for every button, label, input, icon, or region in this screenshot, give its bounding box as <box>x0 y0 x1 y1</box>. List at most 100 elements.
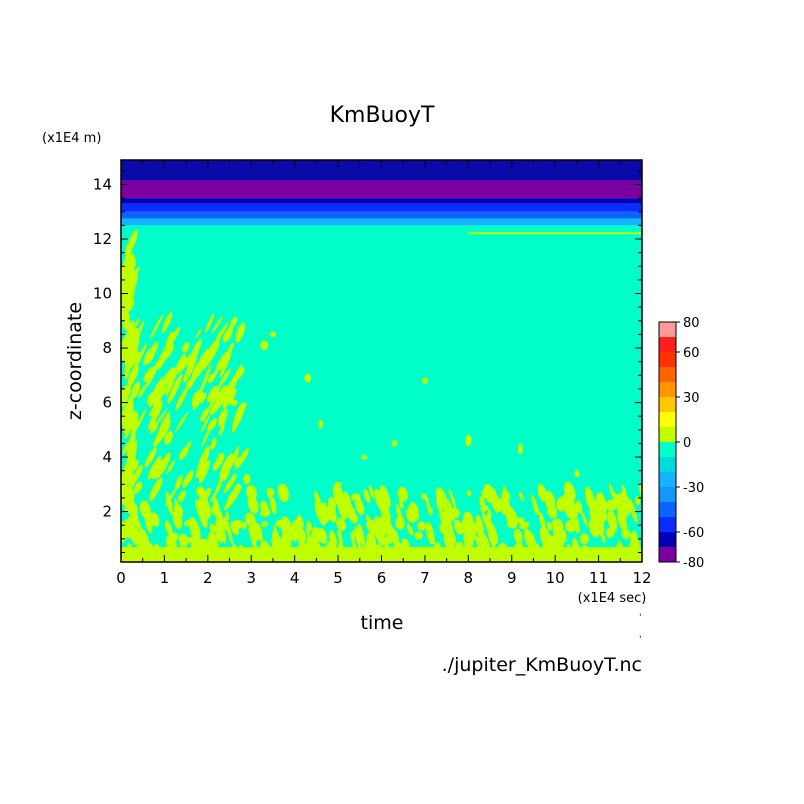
x-tick-label: 11 <box>589 569 608 587</box>
x-tick-label: 12 <box>632 569 651 587</box>
patch-462 <box>175 387 188 411</box>
patch-389 <box>269 496 277 515</box>
tick-mark-glyph-2: ' <box>639 635 641 645</box>
colorbar-swatch-15 <box>659 322 676 337</box>
patch-307 <box>481 488 492 499</box>
colorbar: 80 60 30 0 -30 -60 -80 <box>658 316 704 571</box>
colorbar-swatch-8 <box>659 427 676 442</box>
patch-516 <box>193 368 202 379</box>
patch-608 <box>123 398 134 434</box>
patch-25 <box>621 528 631 540</box>
colorbar-swatch-6 <box>659 457 676 472</box>
patch-556 <box>233 483 241 495</box>
patch-367 <box>354 525 361 548</box>
patch-337 <box>363 488 371 504</box>
patch-594 <box>122 525 129 541</box>
patch-210 <box>581 511 588 527</box>
patch-481 <box>155 462 168 480</box>
patch-301 <box>250 520 258 531</box>
patch-546 <box>226 342 234 356</box>
patch-517 <box>175 354 187 373</box>
patch-453 <box>178 490 186 503</box>
patch-527 <box>165 366 178 397</box>
colorbar-tick-label: 80 <box>683 316 700 331</box>
colorbar-tick-label: 60 <box>683 346 700 361</box>
patch-373 <box>246 484 257 501</box>
x-tick-label: 7 <box>420 569 430 587</box>
y-tick-label: 14 <box>93 176 112 194</box>
contour-band-4 <box>121 211 642 219</box>
patch-322 <box>453 519 463 533</box>
patch-456 <box>226 449 239 472</box>
patch-482 <box>222 388 237 409</box>
patch-458 <box>219 453 233 478</box>
patch-612 <box>230 399 238 406</box>
patch-160 <box>441 514 450 538</box>
source-file-label: ./jupiter_KmBuoyT.nc <box>442 654 642 676</box>
patch-338 <box>437 501 442 509</box>
patch-619 <box>517 443 523 455</box>
colorbar-tick-label: -60 <box>683 526 704 541</box>
patch-400 <box>271 534 282 549</box>
patch-579 <box>121 338 128 362</box>
patch-168 <box>563 529 567 543</box>
patch-302 <box>296 527 307 543</box>
patch-519 <box>201 348 209 362</box>
x-tick-label: 8 <box>464 569 474 587</box>
patch-334 <box>366 519 377 533</box>
patch-591 <box>121 264 130 303</box>
patch-554 <box>151 459 162 480</box>
patch-611 <box>269 331 277 338</box>
patch-496 <box>199 392 207 404</box>
patch-167 <box>327 503 337 523</box>
patch-618 <box>465 434 472 447</box>
patch-506 <box>134 408 147 434</box>
patch-590 <box>128 338 136 368</box>
y-tick-label: 2 <box>102 503 112 521</box>
patch-539 <box>149 313 164 340</box>
patch-147 <box>487 521 499 545</box>
colorbar-tick-label: -30 <box>683 481 704 496</box>
patch-464 <box>230 316 238 328</box>
patch-377 <box>232 519 243 530</box>
patch-522 <box>153 419 172 447</box>
y-tick-label: 6 <box>102 394 112 412</box>
patch-327 <box>173 503 184 518</box>
patch-209 <box>588 518 599 538</box>
colorbar-swatch-9 <box>659 412 676 427</box>
x-tick-label: 4 <box>290 569 300 587</box>
patch-447 <box>144 446 157 468</box>
patch-540 <box>182 470 194 488</box>
colorbar-swatch-5 <box>659 472 676 487</box>
patch-283 <box>210 506 218 516</box>
x-tick-label: 3 <box>246 569 256 587</box>
patch-545 <box>122 441 130 455</box>
patch-555 <box>180 355 191 370</box>
patch-552 <box>147 402 163 430</box>
patch-321 <box>281 531 292 550</box>
x-unit-label: (x1E4 sec) <box>578 591 647 606</box>
patch-548 <box>234 457 242 467</box>
patch-620 <box>574 469 580 478</box>
x-tick-label: 6 <box>377 569 387 587</box>
patch-484 <box>219 350 232 378</box>
patch-599 <box>125 473 133 510</box>
patch-61 <box>215 519 223 544</box>
patch-403 <box>547 521 553 531</box>
patch-503 <box>218 408 228 427</box>
patch-312 <box>391 534 397 541</box>
colorbar-swatch-14 <box>659 337 676 352</box>
patch-550 <box>230 364 243 390</box>
patch-192 <box>593 508 605 530</box>
patch-452 <box>164 430 173 445</box>
patch-505 <box>223 473 238 494</box>
patch-514 <box>130 464 143 487</box>
patch-361 <box>378 537 388 545</box>
patch-top-line <box>468 232 642 235</box>
patch-417 <box>139 500 151 519</box>
patch-416 <box>337 495 347 520</box>
patch-378 <box>314 490 322 511</box>
patch-419 <box>586 488 595 506</box>
patch-567 <box>162 367 176 385</box>
